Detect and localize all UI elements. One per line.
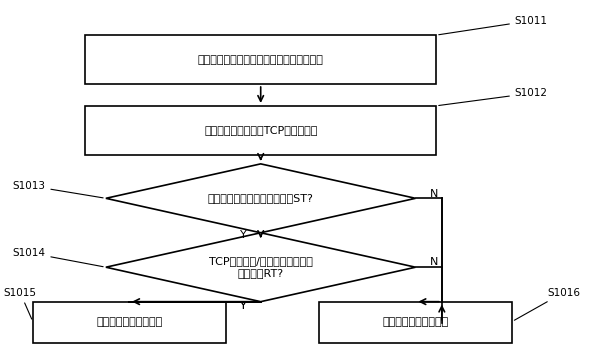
Text: Y: Y bbox=[240, 301, 247, 310]
Text: S1012: S1012 bbox=[439, 88, 548, 106]
Text: S1016: S1016 bbox=[514, 288, 580, 320]
Text: 在统计周期内，统计TCP报文的速率: 在统计周期内，统计TCP报文的速率 bbox=[204, 125, 317, 135]
Text: Y: Y bbox=[240, 230, 247, 240]
Polygon shape bbox=[106, 233, 415, 302]
Text: Y: Y bbox=[240, 301, 247, 310]
Text: 所有报文类型总速率大于阈值ST?: 所有报文类型总速率大于阈值ST? bbox=[208, 193, 313, 203]
Polygon shape bbox=[106, 164, 415, 233]
Text: 按原流程分发数据报文: 按原流程分发数据报文 bbox=[382, 317, 449, 328]
Text: 在统计周期内，统计所有类型报文的总速率: 在统计周期内，统计所有类型报文的总速率 bbox=[198, 55, 323, 65]
Text: S1013: S1013 bbox=[12, 181, 103, 198]
FancyBboxPatch shape bbox=[85, 106, 436, 155]
Text: 开启网络拥塞缓解功能: 开启网络拥塞缓解功能 bbox=[96, 317, 163, 328]
Text: S1011: S1011 bbox=[439, 16, 548, 35]
FancyBboxPatch shape bbox=[85, 35, 436, 84]
Text: N: N bbox=[430, 257, 438, 268]
Text: TCP报文速率/所有类型报文速率
大于阈值RT?: TCP报文速率/所有类型报文速率 大于阈值RT? bbox=[209, 256, 313, 278]
Text: N: N bbox=[430, 189, 438, 199]
Text: S1015: S1015 bbox=[4, 288, 37, 319]
FancyBboxPatch shape bbox=[319, 302, 512, 343]
Text: S1014: S1014 bbox=[12, 248, 103, 267]
FancyBboxPatch shape bbox=[33, 302, 226, 343]
